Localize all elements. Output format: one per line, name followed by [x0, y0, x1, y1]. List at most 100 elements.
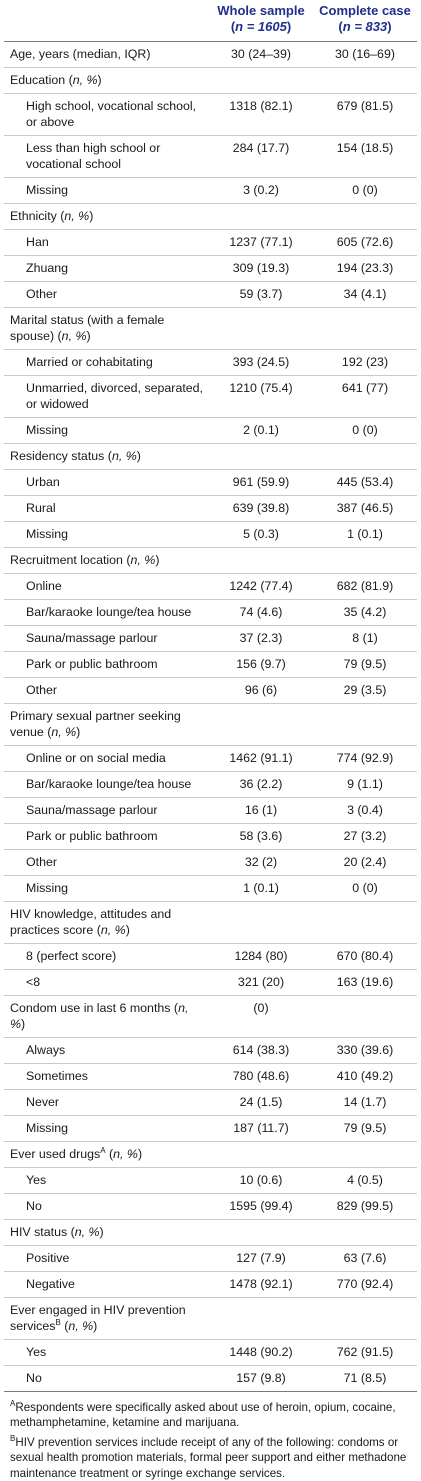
- whole-sample-value: 1210 (75.4): [209, 375, 313, 418]
- subcategory-label: Rural: [4, 495, 209, 522]
- complete-case-value: [313, 703, 417, 746]
- whole-sample-value: 1242 (77.4): [209, 573, 313, 600]
- complete-case-value: 9 (1.1): [313, 771, 417, 798]
- whole-sample-value: 1 (0.1): [209, 875, 313, 902]
- complete-case-value: [313, 1219, 417, 1246]
- subcategory-label: Online or on social media: [4, 745, 209, 772]
- complete-case-value: [313, 547, 417, 574]
- complete-case-value: 410 (49.2): [313, 1063, 417, 1090]
- complete-case-value: 30 (16–69): [313, 41, 417, 68]
- complete-case-value: 14 (1.7): [313, 1089, 417, 1116]
- category-label: HIV knowledge, attitudes and practices s…: [4, 901, 209, 944]
- table-row: Missing 5 (0.3) 1 (0.1): [4, 521, 417, 548]
- whole-sample-value: 58 (3.6): [209, 823, 313, 850]
- table-row: Other 96 (6) 29 (3.5): [4, 677, 417, 704]
- complete-case-value: 34 (4.1): [313, 281, 417, 308]
- whole-sample-value: [209, 1219, 313, 1246]
- whole-sample-value: [209, 203, 313, 230]
- whole-sample-value: (0): [209, 995, 313, 1038]
- table-row: Negative 1478 (92.1) 770 (92.4): [4, 1271, 417, 1298]
- subcategory-label: Bar/karaoke lounge/tea house: [4, 771, 209, 798]
- table-row: Missing 2 (0.1) 0 (0): [4, 417, 417, 444]
- complete-case-value: 679 (81.5): [313, 93, 417, 136]
- category-label: Age, years (median, IQR): [4, 41, 209, 68]
- table-row: Park or public bathroom 58 (3.6) 27 (3.2): [4, 823, 417, 850]
- whole-sample-value: 780 (48.6): [209, 1063, 313, 1090]
- whole-sample-value: [209, 703, 313, 746]
- whole-sample-value: [209, 307, 313, 350]
- category-label: Marital status (with a female spouse) (n…: [4, 307, 209, 350]
- subcategory-label: Urban: [4, 469, 209, 496]
- table-row: Missing 1 (0.1) 0 (0): [4, 875, 417, 902]
- table-row: Positive 127 (7.9) 63 (7.6): [4, 1245, 417, 1272]
- table-row: Unmarried, divorced, separated, or widow…: [4, 375, 417, 418]
- subcategory-label: Missing: [4, 177, 209, 204]
- complete-case-value: [313, 443, 417, 470]
- table-row: Never 24 (1.5) 14 (1.7): [4, 1089, 417, 1116]
- complete-case-value: 71 (8.5): [313, 1365, 417, 1392]
- complete-case-value: 63 (7.6): [313, 1245, 417, 1272]
- whole-sample-value: 32 (2): [209, 849, 313, 876]
- complete-case-value: 0 (0): [313, 177, 417, 204]
- subcategory-label: Sometimes: [4, 1063, 209, 1090]
- table-row: Sauna/massage parlour 16 (1) 3 (0.4): [4, 797, 417, 824]
- subcategory-label: Yes: [4, 1339, 209, 1366]
- table-row: Other 59 (3.7) 34 (4.1): [4, 281, 417, 308]
- whole-sample-value: 24 (1.5): [209, 1089, 313, 1116]
- subcategory-label: High school, vocational school, or above: [4, 93, 209, 136]
- table-row: High school, vocational school, or above…: [4, 93, 417, 136]
- category-label: Condom use in last 6 months (n, %): [4, 995, 209, 1038]
- whole-sample-value: 156 (9.7): [209, 651, 313, 678]
- category-label: Ever used drugsA (n, %): [4, 1141, 209, 1168]
- table-row: Rural 639 (39.8) 387 (46.5): [4, 495, 417, 522]
- subcategory-label: Positive: [4, 1245, 209, 1272]
- header-complete-case-title: Complete case: [319, 3, 411, 18]
- subcategory-label: Missing: [4, 521, 209, 548]
- table-row: Zhuang 309 (19.3) 194 (23.3): [4, 255, 417, 282]
- whole-sample-value: 3 (0.2): [209, 177, 313, 204]
- complete-case-value: 79 (9.5): [313, 1115, 417, 1142]
- table-row: Sometimes 780 (48.6) 410 (49.2): [4, 1063, 417, 1090]
- subcategory-label: 8 (perfect score): [4, 943, 209, 970]
- table-row: Age, years (median, IQR) 30 (24–39) 30 (16…: [4, 41, 417, 68]
- footnote-marker: B: [55, 1317, 61, 1327]
- whole-sample-value: 187 (11.7): [209, 1115, 313, 1142]
- table-row: Other 32 (2) 20 (2.4): [4, 849, 417, 876]
- subcategory-label: <8: [4, 969, 209, 996]
- table-row: HIV status (n, %): [4, 1219, 417, 1246]
- footnote: BHIV prevention services include receipt…: [10, 1433, 407, 1480]
- whole-sample-value: [209, 1297, 313, 1340]
- whole-sample-value: 5 (0.3): [209, 521, 313, 548]
- header-whole-sample-title: Whole sample: [217, 3, 305, 18]
- complete-case-value: 192 (23): [313, 349, 417, 376]
- whole-sample-value: 639 (39.8): [209, 495, 313, 522]
- whole-sample-value: [209, 1141, 313, 1168]
- complete-case-value: 194 (23.3): [313, 255, 417, 282]
- table-row: Yes 1448 (90.2) 762 (91.5): [4, 1339, 417, 1366]
- subcategory-label: Park or public bathroom: [4, 823, 209, 850]
- whole-sample-value: [209, 901, 313, 944]
- table-row: Ever engaged in HIV prevention servicesB…: [4, 1297, 417, 1340]
- complete-case-value: 605 (72.6): [313, 229, 417, 256]
- subcategory-label: Always: [4, 1037, 209, 1064]
- complete-case-value: 27 (3.2): [313, 823, 417, 850]
- subcategory-label: Sauna/massage parlour: [4, 797, 209, 824]
- complete-case-value: 829 (99.5): [313, 1193, 417, 1220]
- subcategory-label: No: [4, 1365, 209, 1392]
- complete-case-value: 8 (1): [313, 625, 417, 652]
- subcategory-label: Zhuang: [4, 255, 209, 282]
- table-row: Always 614 (38.3) 330 (39.6): [4, 1037, 417, 1064]
- footnote-marker: A: [100, 1145, 106, 1155]
- header-whole-sample-n: (n = 1605): [230, 19, 292, 34]
- whole-sample-value: 1318 (82.1): [209, 93, 313, 136]
- complete-case-value: 4 (0.5): [313, 1167, 417, 1194]
- category-label: Recruitment location (n, %): [4, 547, 209, 574]
- complete-case-value: 770 (92.4): [313, 1271, 417, 1298]
- complete-case-value: 774 (92.9): [313, 745, 417, 772]
- whole-sample-value: 309 (19.3): [209, 255, 313, 282]
- table-row: Bar/karaoke lounge/tea house 74 (4.6) 35 (…: [4, 599, 417, 626]
- whole-sample-value: 284 (17.7): [209, 135, 313, 178]
- complete-case-value: 0 (0): [313, 875, 417, 902]
- category-label: Residency status (n, %): [4, 443, 209, 470]
